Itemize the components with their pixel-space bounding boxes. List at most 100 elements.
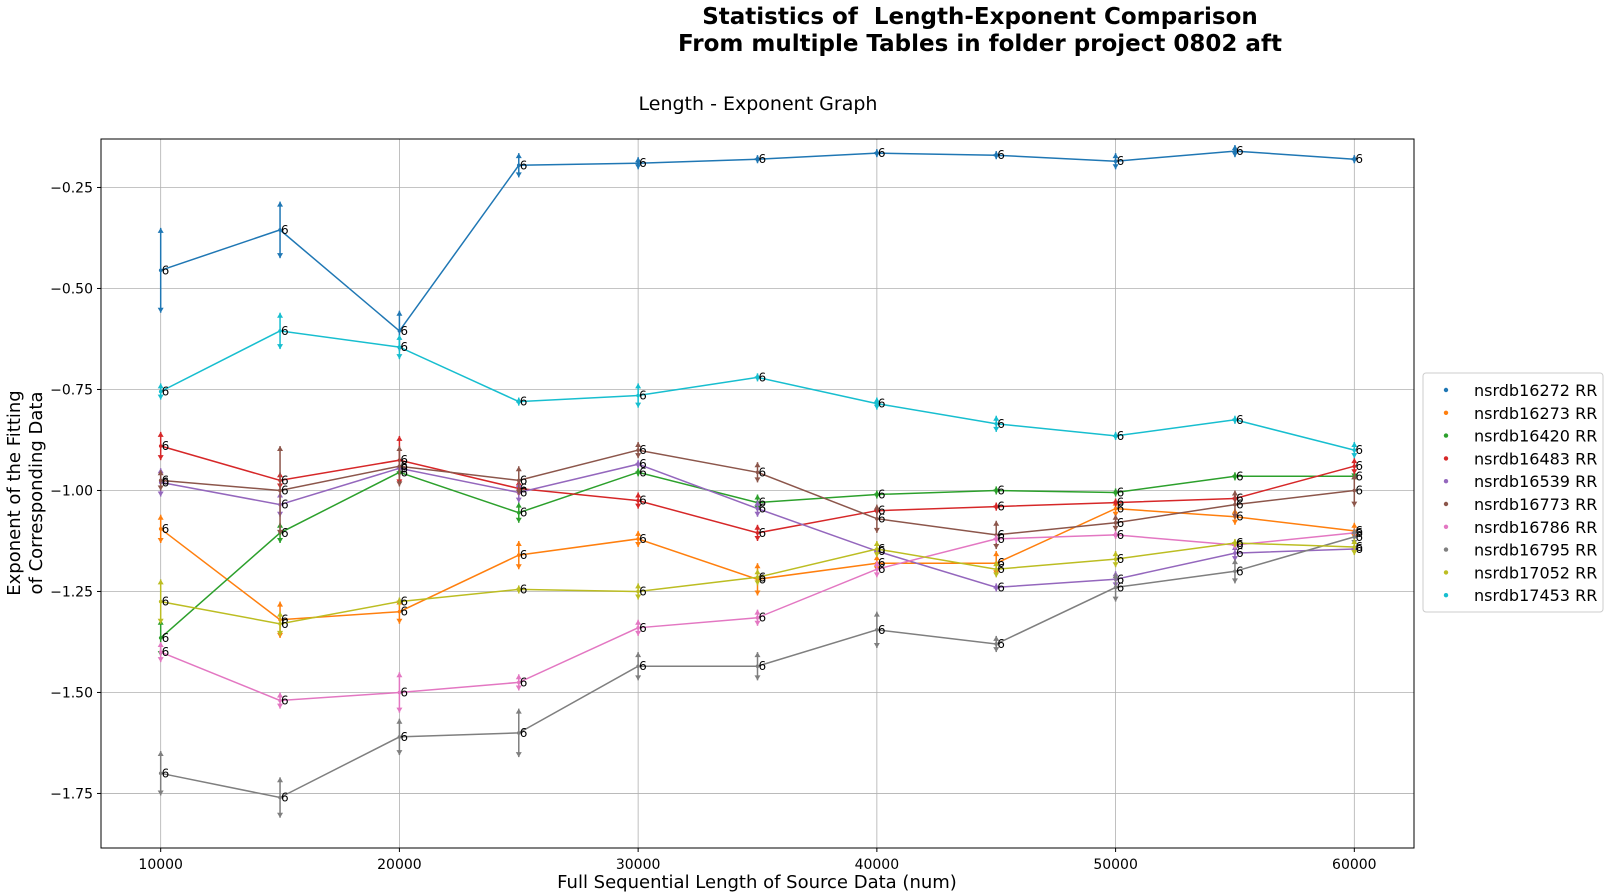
data-point (994, 537, 999, 541)
data-label: 6 (878, 512, 886, 526)
data-label: 6 (281, 526, 289, 540)
data-label: 6 (997, 556, 1005, 570)
error-cap-down (277, 703, 284, 709)
error-cap-down (1351, 469, 1358, 475)
error-cap-down (1112, 164, 1119, 170)
data-label: 6 (1117, 502, 1125, 516)
data-label: 6 (1117, 552, 1125, 566)
data-label: 6 (1355, 483, 1363, 497)
data-point (636, 498, 640, 503)
data-label: 6 (639, 389, 647, 403)
error-cap-up (515, 502, 522, 508)
legend-label: nsrdb16539 RR (1474, 472, 1597, 491)
data-label: 6 (639, 156, 647, 170)
data-label: 6 (1117, 429, 1125, 443)
data-point (1233, 417, 1237, 422)
data-point (994, 642, 999, 646)
error-cap-up (1351, 522, 1358, 528)
series-nsrdb17453-rr: 6 6 6 6 6 6 6 6 6 6 6 (157, 312, 1363, 459)
y-tick-label: −1.00 (50, 483, 93, 499)
data-label: 6 (162, 439, 170, 453)
error-cap-down (396, 354, 403, 360)
error-cap-down (754, 590, 761, 596)
legend-label: nsrdb16795 RR (1474, 541, 1597, 560)
data-label: 6 (281, 223, 289, 237)
error-cap-down (1112, 562, 1119, 568)
error-cap-up (635, 441, 642, 447)
legend-label: nsrdb16483 RR (1474, 449, 1597, 468)
data-point (994, 422, 999, 426)
error-cap-down (754, 580, 761, 586)
data-point (397, 329, 402, 333)
data-point (397, 464, 402, 469)
error-cap-up (873, 397, 880, 403)
legend-label: nsrdb16273 RR (1474, 404, 1597, 423)
data-label: 6 (162, 631, 170, 645)
data-label: 6 (1236, 144, 1244, 158)
error-cap-down (515, 172, 522, 178)
data-point (875, 401, 879, 406)
data-point (278, 228, 282, 232)
data-point (1233, 551, 1237, 555)
error-cap-up (1351, 474, 1358, 480)
data-label: 6 (759, 659, 767, 673)
data-label: 6 (997, 637, 1005, 651)
error-cap-down (635, 594, 642, 600)
plot-frame (100, 138, 1415, 849)
error-cap-down (1112, 525, 1119, 531)
error-cap-down (157, 618, 164, 624)
error-cap-down (1351, 453, 1358, 459)
error-cap-up (754, 563, 761, 569)
data-point (755, 531, 760, 535)
data-label: 6 (1355, 530, 1363, 544)
error-cap-down (396, 707, 403, 713)
x-tick-label: 40000 (855, 857, 900, 873)
data-point (516, 680, 521, 685)
error-cap-down (396, 750, 403, 756)
data-point (1352, 157, 1357, 161)
data-label: 6 (1355, 152, 1363, 166)
error-cap-up (754, 524, 761, 530)
error-cap-down (396, 618, 403, 624)
x-axis-ticks: 10000 20000 30000 40000 50000 60000 (138, 848, 1377, 873)
data-point (636, 626, 640, 630)
data-point (636, 589, 640, 594)
error-cap-up (157, 641, 164, 647)
data-label: 6 (281, 617, 289, 631)
error-cap-down (754, 477, 761, 483)
data-label: 6 (1117, 485, 1125, 499)
data-label: 6 (520, 395, 528, 409)
data-label: 6 (520, 485, 528, 499)
data-point (875, 567, 879, 572)
error-cap-down (754, 511, 761, 517)
error-cap-down (754, 675, 761, 681)
data-point (1233, 474, 1237, 479)
data-label: 6 (400, 453, 408, 467)
error-cap-down (1231, 578, 1238, 584)
error-cap-up (754, 652, 761, 658)
error-cap-up (157, 227, 164, 233)
series-line (160, 330, 1355, 451)
error-cap-down (993, 544, 1000, 550)
legend-frame (1422, 372, 1604, 613)
data-point (1113, 159, 1118, 164)
figure-title-line-2: From multiple Tables in folder project 0… (678, 31, 1282, 57)
data-label: 6 (520, 675, 528, 689)
error-cap-up (1112, 551, 1119, 557)
data-label: 6 (1117, 496, 1125, 510)
data-point (278, 329, 282, 333)
data-label: 6 (1355, 524, 1363, 538)
data-point (1113, 500, 1118, 505)
data-point (1113, 533, 1118, 537)
error-cap-up (1351, 441, 1358, 447)
error-cap-down (277, 537, 284, 543)
error-cap-down (277, 812, 284, 818)
error-cap-up (157, 431, 164, 437)
error-cap-up (754, 462, 761, 468)
data-label: 6 (520, 473, 528, 487)
error-cap-up (515, 540, 522, 546)
error-cap-down (873, 643, 880, 649)
error-cap-up (873, 504, 880, 510)
data-label: 6 (162, 766, 170, 780)
data-point (516, 399, 521, 404)
